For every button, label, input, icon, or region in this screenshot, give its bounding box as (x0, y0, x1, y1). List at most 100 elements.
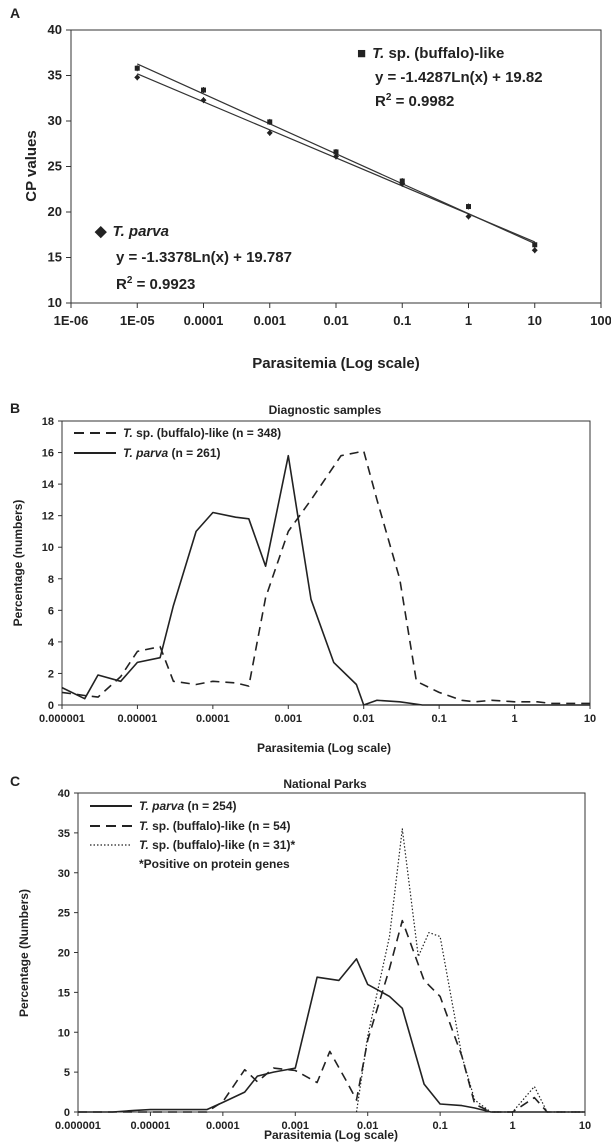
pB-xtick-label: 0.1 (431, 713, 446, 725)
data-point-square (466, 204, 471, 210)
legend-c-note: *Positive on protein genes (139, 857, 290, 871)
panel-c-series-lines (78, 828, 585, 1113)
panel-b-y-axis-label: Percentage (numbers) (11, 500, 25, 627)
data-point-diamond (531, 247, 538, 254)
annotation-parva-r2-value: = 0.9923 (132, 276, 195, 293)
panel-b-series-lines (61, 450, 590, 706)
panel-b-y-ticks: 0 2 4 6 8 10 12 14 16 18 (42, 416, 62, 712)
annotation-parva-r2-prefix: R (116, 276, 127, 293)
data-point-diamond (134, 74, 141, 81)
data-point-diamond (333, 153, 339, 160)
panel-a-letter: A (10, 5, 20, 21)
pB-series-line-solid (61, 454, 590, 706)
pC-series-line-dashed (78, 919, 585, 1113)
pC-xtick-label: 0.00001 (131, 1120, 171, 1132)
panel-a-points (134, 65, 538, 254)
panel-a-x-ticks: 1E-06 1E-05 0.0001 0.001 0.01 0.1 1 10 100 (54, 303, 611, 328)
annotation-buffalo-r2-value: = 0.9982 (391, 93, 454, 110)
pA-ytick-label: 10 (48, 295, 62, 310)
annotation-parva-name-italic: T. parva (113, 223, 169, 240)
pC-xtick-label: 0.001 (282, 1120, 310, 1132)
pA-xtick-label: 1 (465, 313, 472, 328)
panel-c-y-axis-label: Percentage (Numbers) (17, 889, 31, 1017)
panel-a-y-axis-label: CP values (23, 130, 40, 201)
annotation-parva-marker: ◆ (94, 223, 107, 240)
pC-xtick-label: 1 (510, 1120, 516, 1132)
pC-series-line-dotted (355, 828, 585, 1113)
legend-c-parva-italic: T. parva (139, 799, 184, 813)
panel-a-annotation-parva: ◆ T. parva y = -1.3378Ln(x) + 19.787 R2 =… (94, 223, 292, 293)
pB-ytick-label: 0 (48, 700, 54, 712)
pA-ytick-label: 30 (48, 113, 62, 128)
legend-b-label-buffalo: T. sp. (buffalo)-like (n = 348) (123, 426, 281, 440)
pA-xtick-label: 1E-06 (54, 313, 89, 328)
pB-ytick-label: 12 (42, 511, 54, 523)
panel-c-title: National Parks (283, 777, 367, 791)
panel-a: A 10 15 20 25 30 35 40 1E-06 1E-05 0.0001 0.001 0.… (10, 5, 611, 372)
annotation-parva-r2: R2 = 0.9923 (116, 275, 195, 293)
pB-ytick-label: 8 (48, 574, 54, 586)
pB-xtick-label: 0.01 (353, 713, 374, 725)
panel-c-x-axis-label: Parasitemia (Log scale) (264, 1128, 398, 1142)
pB-xtick-label: 10 (584, 713, 596, 725)
legend-c-label-buffalo31: T. sp. (buffalo)-like (n = 31)* (139, 838, 295, 852)
annotation-parva-equation: y = -1.3378Ln(x) + 19.787 (116, 249, 292, 266)
pB-ytick-label: 2 (48, 668, 54, 680)
legend-c-buffalo31-rest: sp. (buffalo)-like (n = 31)* (149, 838, 296, 852)
legend-c-buffalo31-italic: T. (139, 838, 149, 852)
panel-b: B Diagnostic samples 0 2 4 6 8 10 12 14 16 18 0.0… (10, 400, 596, 755)
panel-c-letter: C (10, 773, 20, 789)
panel-b-title: Diagnostic samples (269, 403, 382, 417)
panel-c-legend: T. parva (n = 254) T. sp. (buffalo)-like… (90, 799, 295, 871)
panel-b-x-axis-label: Parasitemia (Log scale) (257, 741, 391, 755)
panel-c-x-ticks: 0.000001 0.00001 0.0001 0.001 0.01 0.1 1 10 (55, 1112, 591, 1132)
pA-xtick-label: 0.01 (323, 313, 348, 328)
pC-ytick-label: 30 (58, 868, 70, 880)
annotation-buffalo-equation: y = -1.4287Ln(x) + 19.82 (375, 69, 543, 86)
pC-ytick-label: 10 (58, 1027, 70, 1039)
pA-ytick-label: 25 (48, 159, 62, 174)
panel-c-y-ticks: 0 5 10 15 20 25 30 35 40 (58, 788, 78, 1119)
panel-b-letter: B (10, 400, 20, 416)
pB-xtick-label: 0.00001 (118, 713, 158, 725)
annotation-buffalo-r2-prefix: R (375, 93, 386, 110)
pB-xtick-label: 0.000001 (39, 713, 85, 725)
annotation-buffalo-r2: R2 = 0.9982 (375, 92, 454, 110)
pA-ytick-label: 35 (48, 68, 62, 83)
annotation-buffalo-name-italic: T. (372, 45, 384, 62)
legend-c-buffalo54-italic: T. (139, 819, 149, 833)
panel-c: C National Parks 0 5 10 15 20 25 30 35 40 0.0000… (10, 773, 591, 1142)
data-point-diamond (399, 180, 406, 187)
data-point-square (532, 242, 538, 248)
pB-ytick-label: 16 (42, 448, 54, 460)
annotation-parva-r2-sup: 2 (127, 275, 133, 286)
panel-a-annotation-buffalo: ■ T. sp. (buffalo)-like y = -1.4287Ln(x) … (357, 45, 543, 110)
panel-a-x-axis-label: Parasitemia (Log scale) (252, 355, 420, 372)
pA-xtick-label: 0.0001 (184, 313, 224, 328)
data-point-diamond (465, 213, 472, 220)
pB-ytick-label: 18 (42, 416, 54, 428)
pA-ytick-label: 40 (48, 22, 62, 37)
pA-xtick-label: 10 (528, 313, 542, 328)
legend-b-buffalo-rest: sp. (buffalo)-like (n = 348) (133, 426, 281, 440)
pC-xtick-label: 0.000001 (55, 1120, 101, 1132)
pC-xtick-label: 10 (579, 1120, 591, 1132)
data-point-square (134, 65, 140, 71)
pA-ytick-label: 15 (48, 250, 62, 265)
pC-ytick-label: 15 (58, 987, 70, 999)
pB-ytick-label: 6 (48, 605, 54, 617)
legend-c-buffalo54-rest: sp. (buffalo)-like (n = 54) (149, 819, 291, 833)
pA-xtick-label: 1E-05 (120, 313, 155, 328)
data-point-square (333, 149, 339, 155)
pB-ytick-label: 14 (42, 479, 55, 491)
legend-b-label-parva: T. parva (n = 261) (123, 446, 221, 460)
data-point-square (201, 87, 206, 93)
pB-series-line-dashed (61, 450, 590, 705)
annotation-buffalo-name-rest: sp. (buffalo)-like (384, 45, 504, 62)
annotation-parva-name: ◆ T. parva (94, 223, 169, 240)
legend-b-buffalo-italic: T. (123, 426, 133, 440)
pC-ytick-label: 5 (64, 1067, 70, 1079)
pB-ytick-label: 4 (48, 637, 55, 649)
pC-xtick-label: 0.0001 (206, 1120, 240, 1132)
